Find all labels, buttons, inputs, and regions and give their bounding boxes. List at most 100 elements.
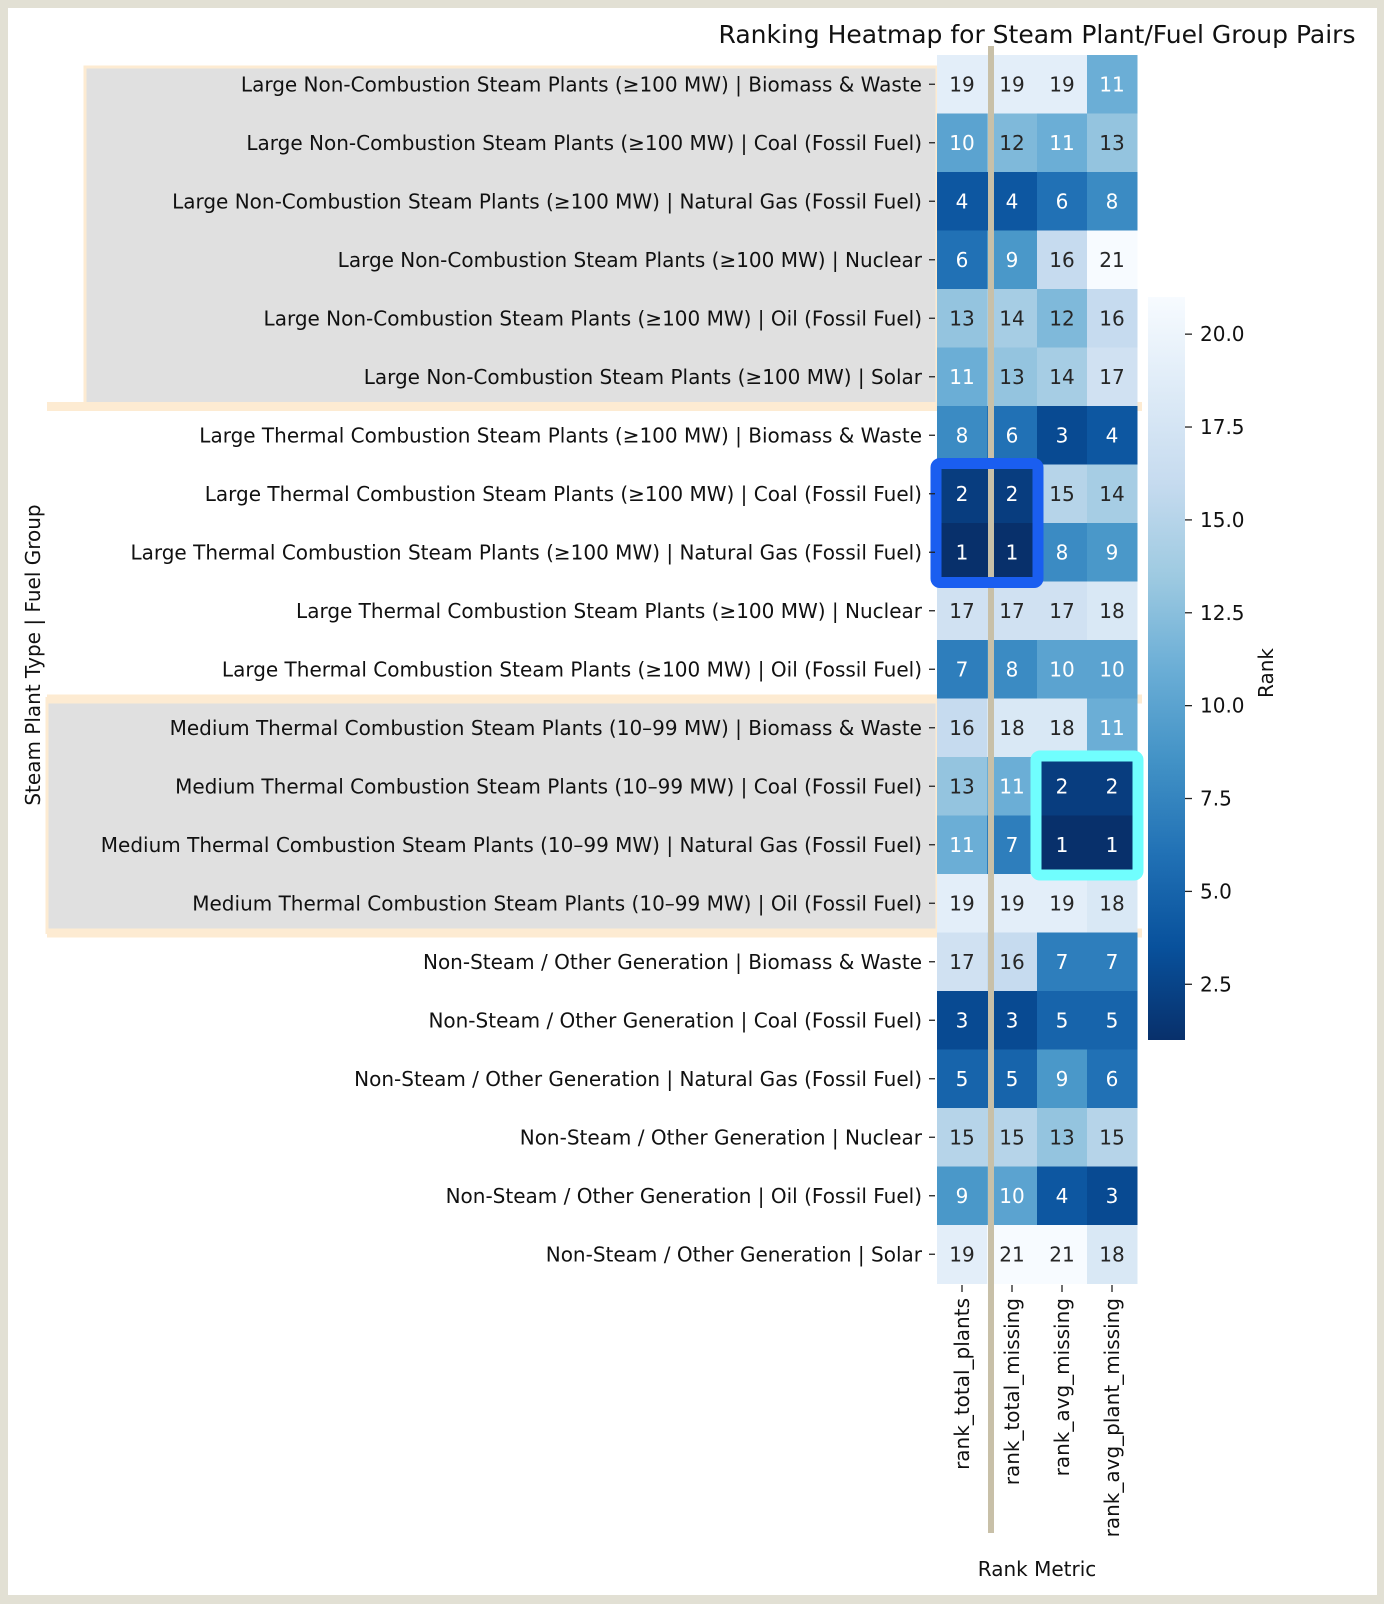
row-tick-label: Large Non-Combustion Steam Plants (≥100 … xyxy=(246,131,922,155)
cell-value-label: 19 xyxy=(949,891,974,915)
heatmap-cell xyxy=(1087,581,1138,641)
heatmap-cell xyxy=(1087,815,1138,875)
row-tick-label: Large Thermal Combustion Steam Plants (≥… xyxy=(222,657,922,681)
colorbar-label: Rank xyxy=(1254,648,1278,698)
cell-value-label: 19 xyxy=(949,1242,974,1266)
cell-value-label: 13 xyxy=(949,306,974,330)
heatmap-cell xyxy=(937,1166,988,1226)
cell-value-label: 15 xyxy=(999,1125,1024,1149)
row-tick-label: Large Non-Combustion Steam Plants (≥100 … xyxy=(172,189,922,213)
column-tick-label: rank_total_plants xyxy=(950,1298,974,1470)
cell-value-label: 8 xyxy=(1006,657,1019,681)
cell-value-label: 2 xyxy=(956,482,969,506)
heatmap-cell xyxy=(1037,347,1088,407)
cell-value-label: 19 xyxy=(1049,72,1074,96)
cell-value-label: 11 xyxy=(1099,72,1124,96)
cell-value-label: 3 xyxy=(1106,1184,1119,1208)
colorbar-tick-label: 20.0 xyxy=(1200,322,1245,346)
cell-value-label: 19 xyxy=(1049,891,1074,915)
shaded-group-background xyxy=(83,65,939,408)
cell-value-label: 19 xyxy=(999,891,1024,915)
cell-value-label: 13 xyxy=(1099,131,1124,155)
cell-value-label: 6 xyxy=(1056,189,1069,213)
colorbar-tick-label: 12.5 xyxy=(1200,601,1245,625)
cell-value-label: 10 xyxy=(999,1184,1024,1208)
heatmap-cell xyxy=(987,406,1038,465)
colorbar xyxy=(1148,297,1185,1040)
row-tick-label: Large Thermal Combustion Steam Plants (≥… xyxy=(199,423,922,447)
heatmap-cell xyxy=(1037,1225,1088,1284)
heatmap-cell xyxy=(937,406,988,465)
cell-value-label: 8 xyxy=(956,423,969,447)
cell-value-label: 9 xyxy=(1106,540,1119,564)
heatmap-cell xyxy=(937,230,988,290)
heatmap-cell xyxy=(1037,1108,1088,1167)
heatmap-cell xyxy=(937,581,988,641)
group-separator-line xyxy=(47,694,1142,704)
colorbar-tick-label: 17.5 xyxy=(1200,415,1245,439)
heatmap-cell xyxy=(937,55,988,114)
heatmap-cell xyxy=(1087,523,1138,582)
heatmap-cell xyxy=(987,523,1038,582)
row-tick-label: Large Non-Combustion Steam Plants (≥100 … xyxy=(264,306,922,330)
heatmap-cell xyxy=(1037,113,1088,173)
cell-value-label: 16 xyxy=(999,950,1024,974)
heatmap-cell xyxy=(987,757,1038,816)
heatmap-cell xyxy=(1037,815,1088,875)
row-tick-label: Non-Steam / Other Generation | Biomass &… xyxy=(423,950,922,974)
cell-value-label: 16 xyxy=(949,716,974,740)
heatmap-cell xyxy=(1087,640,1138,699)
cell-value-label: 3 xyxy=(1006,1008,1019,1032)
heatmap-cell xyxy=(937,1049,988,1109)
cell-value-label: 17 xyxy=(949,950,974,974)
column-tick-label: rank_total_missing xyxy=(1000,1298,1024,1485)
heatmap-cell xyxy=(987,230,1038,290)
cell-value-label: 11 xyxy=(999,774,1024,798)
cell-value-label: 18 xyxy=(1099,891,1124,915)
heatmap-cell xyxy=(1087,113,1138,173)
vertical-divider-line xyxy=(988,46,994,1533)
cell-value-label: 17 xyxy=(1099,365,1124,389)
cell-value-label: 1 xyxy=(956,540,969,564)
heatmap-cell xyxy=(1087,698,1138,758)
cell-value-label: 14 xyxy=(1099,482,1124,506)
heatmap-cell xyxy=(1037,1049,1088,1109)
column-tick-label: rank_avg_plant_missing xyxy=(1100,1298,1124,1537)
heatmap-cell xyxy=(937,347,988,407)
cell-value-label: 15 xyxy=(949,1125,974,1149)
heatmap-cell xyxy=(987,289,1038,348)
row-tick-label: Large Non-Combustion Steam Plants (≥100 … xyxy=(338,248,923,272)
heatmap-cell xyxy=(987,172,1038,231)
cell-value-label: 2 xyxy=(1006,482,1019,506)
heatmap-cell xyxy=(937,289,988,348)
cell-value-label: 11 xyxy=(1049,131,1074,155)
cell-value-label: 16 xyxy=(1099,306,1124,330)
heatmap-cell xyxy=(1087,874,1138,933)
row-tick-label: Large Thermal Combustion Steam Plants (≥… xyxy=(130,540,922,564)
heatmap-cell xyxy=(1037,523,1088,582)
heatmap-cell xyxy=(937,815,988,875)
heatmap-cell xyxy=(937,874,988,933)
cell-value-label: 19 xyxy=(949,72,974,96)
cell-value-label: 21 xyxy=(1049,1242,1074,1266)
y-axis-label: Steam Plant Type | Fuel Group xyxy=(21,504,45,805)
cell-value-label: 7 xyxy=(1056,950,1069,974)
heatmap-cell xyxy=(1037,55,1088,114)
cell-value-label: 18 xyxy=(1099,1242,1124,1266)
heatmap-cell xyxy=(1087,55,1138,114)
heatmap-cell xyxy=(1037,640,1088,699)
heatmap-cell xyxy=(937,757,988,816)
heatmap-cell xyxy=(1087,406,1138,465)
colorbar-tick-label: 10.0 xyxy=(1200,694,1245,718)
heatmap-cell xyxy=(987,640,1038,699)
cell-value-label: 3 xyxy=(956,1008,969,1032)
heatmap-cell xyxy=(1087,464,1138,524)
heatmap-cell xyxy=(987,991,1038,1050)
cell-value-label: 7 xyxy=(1006,833,1019,857)
heatmap-cell xyxy=(987,932,1038,992)
heatmap-cell xyxy=(987,815,1038,875)
row-tick-label: Non-Steam / Other Generation | Oil (Foss… xyxy=(446,1184,922,1208)
heatmap-cell xyxy=(1087,757,1138,816)
row-tick-label: Non-Steam / Other Generation | Nuclear xyxy=(520,1125,923,1149)
cell-value-label: 5 xyxy=(956,1067,969,1091)
